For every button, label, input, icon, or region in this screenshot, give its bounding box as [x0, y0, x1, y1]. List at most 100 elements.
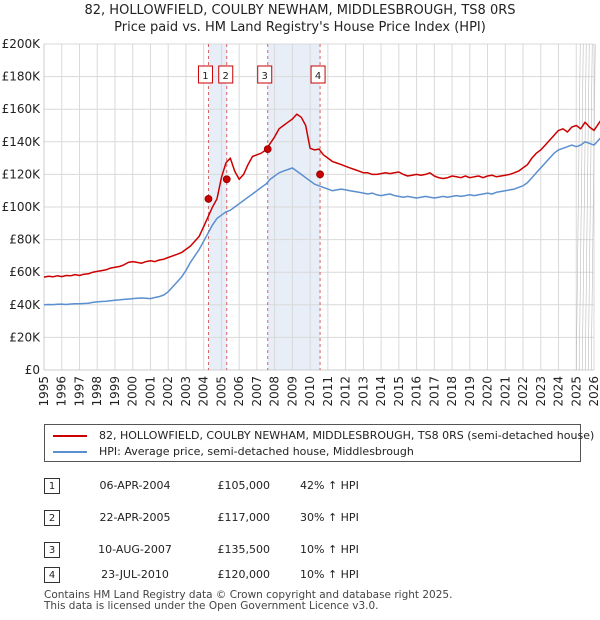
x-tick-label: 1999	[108, 376, 122, 407]
x-tick-label: 1995	[37, 376, 51, 407]
sale-number: 3	[44, 542, 60, 558]
legend-swatch-property	[53, 435, 87, 437]
property-price-line	[43, 113, 600, 278]
x-tick-label: 2004	[197, 376, 211, 407]
y-tick-label: £160K	[2, 102, 42, 116]
sale-box-label: 1	[202, 71, 208, 82]
sale-date: 06-APR-2004	[99, 479, 171, 492]
x-tick-label: 2025	[569, 376, 583, 407]
sale-point	[204, 194, 213, 203]
sale-points-layer	[204, 145, 324, 203]
x-tick-label: 2013	[356, 376, 370, 407]
x-tick-label: 2022	[516, 376, 530, 407]
footer-copyright: Contains HM Land Registry data © Crown c…	[44, 589, 453, 601]
x-tick-label: 2024	[552, 376, 566, 407]
x-tick-label: 2026	[587, 376, 600, 407]
sale-label-box: 2	[218, 65, 234, 84]
sale-number: 4	[44, 567, 60, 583]
y-tick-label: £80K	[9, 233, 41, 247]
sale-hpi-diff: 30% ↑ HPI	[300, 511, 359, 524]
title-line-2: Price paid vs. HM Land Registry's House …	[114, 20, 486, 35]
y-tick-label: £200K	[2, 37, 42, 51]
sale-number: 2	[44, 510, 60, 526]
sale-point	[222, 175, 231, 184]
hatch-line	[578, 43, 584, 371]
sale-hpi-diff: 42% ↑ HPI	[300, 479, 359, 492]
x-tick-label: 2020	[481, 376, 495, 407]
legend-item-property: 82, HOLLOWFIELD, COULBY NEWHAM, MIDDLESB…	[53, 428, 594, 444]
hatch-line	[575, 43, 581, 371]
sale-price: £120,000	[217, 568, 271, 581]
x-tick-label: 2002	[161, 376, 175, 407]
x-tick-label: 2016	[410, 376, 424, 407]
x-tick-label: 2009	[285, 376, 299, 407]
sale-date: 22-APR-2005	[99, 511, 171, 524]
footer-licence: This data is licensed under the Open Gov…	[44, 600, 379, 612]
x-tick-label: 2014	[374, 376, 388, 407]
title-line-1: 82, HOLLOWFIELD, COULBY NEWHAM, MIDDLESB…	[84, 3, 516, 18]
x-tick-label: 2005	[214, 376, 228, 407]
x-tick-label: 2019	[463, 376, 477, 407]
forecast-hatch-layer	[575, 43, 596, 371]
legend: 82, HOLLOWFIELD, COULBY NEWHAM, MIDDLESB…	[44, 424, 594, 462]
sale-price: £105,000	[217, 479, 271, 492]
legend-swatch-hpi	[53, 451, 87, 453]
sale-price: £117,000	[217, 511, 271, 524]
sale-box-frame	[310, 65, 326, 84]
sale-label-boxes: 1 2 3 4	[197, 65, 326, 84]
x-tick-label: 1996	[55, 376, 69, 407]
y-tick-label: £180K	[2, 70, 42, 84]
sale-box-frame	[197, 65, 213, 84]
x-tick-label: 1998	[90, 376, 104, 407]
chart-title: 82, HOLLOWFIELD, COULBY NEWHAM, MIDDLESB…	[0, 2, 600, 36]
sale-point	[263, 145, 272, 154]
y-tick-label: £120K	[2, 167, 42, 181]
x-tick-label: 2018	[445, 376, 459, 407]
sale-point	[316, 170, 324, 179]
legend-item-hpi: HPI: Average price, semi-detached house,…	[53, 444, 414, 460]
y-tick-label: £0	[25, 363, 40, 377]
hatch-line	[590, 43, 596, 371]
x-tick-label: 2000	[126, 376, 140, 407]
sale-number: 1	[44, 478, 60, 494]
x-tick-label: 2007	[250, 376, 264, 407]
price-chart: 1 2 3 4 £0 £20K £40K £60K £80K £100K £120K £140K £1…	[2, 37, 600, 407]
hatch-line	[581, 43, 587, 371]
x-tick-label: 2008	[268, 376, 282, 407]
x-tick-label: 2001	[143, 376, 157, 407]
sale-hpi-diff: 10% ↑ HPI	[300, 568, 359, 581]
hpi-line	[43, 137, 600, 306]
x-tick-label: 2006	[232, 376, 246, 407]
hatch-line	[584, 43, 590, 371]
sale-box-label: 2	[223, 71, 229, 82]
sale-box-label: 4	[315, 71, 321, 82]
x-tick-label: 2010	[303, 376, 317, 407]
x-tick-label: 2011	[321, 376, 335, 407]
sale-label-box: 4	[310, 65, 326, 84]
y-tick-label: £60K	[9, 265, 41, 279]
x-tick-label: 2023	[534, 376, 548, 407]
legend-label-property: 82, HOLLOWFIELD, COULBY NEWHAM, MIDDLESB…	[99, 429, 595, 442]
sale-label-box: 1	[197, 65, 213, 84]
sale-box-frame	[218, 65, 234, 84]
hatch-line	[587, 43, 593, 371]
sale-box-label: 3	[262, 71, 268, 82]
sale-box-frame	[257, 65, 273, 84]
y-tick-label: £100K	[2, 200, 42, 214]
x-tick-label: 1997	[72, 376, 86, 407]
sale-date: 23-JUL-2010	[101, 568, 169, 581]
y-axis-ticks: £0 £20K £40K £60K £80K £100K £120K £140K £160K £1…	[2, 37, 42, 377]
sale-marker-lines	[207, 44, 321, 370]
y-tick-label: £40K	[9, 298, 41, 312]
series-layer	[43, 113, 600, 306]
x-tick-label: 2021	[498, 376, 512, 407]
sale-hpi-diff: 10% ↑ HPI	[300, 543, 359, 556]
x-tick-label: 2015	[392, 376, 406, 407]
x-tick-label: 2012	[339, 376, 353, 407]
legend-label-hpi: HPI: Average price, semi-detached house,…	[99, 445, 414, 458]
x-axis-ticks: 1995 1996 1997 1998 1999 2000 2001 2002 2003 2004…	[37, 376, 600, 407]
sale-label-box: 3	[257, 65, 273, 84]
y-tick-label: £140K	[2, 135, 42, 149]
x-tick-label: 2017	[427, 376, 441, 407]
x-tick-label: 2003	[179, 376, 193, 407]
